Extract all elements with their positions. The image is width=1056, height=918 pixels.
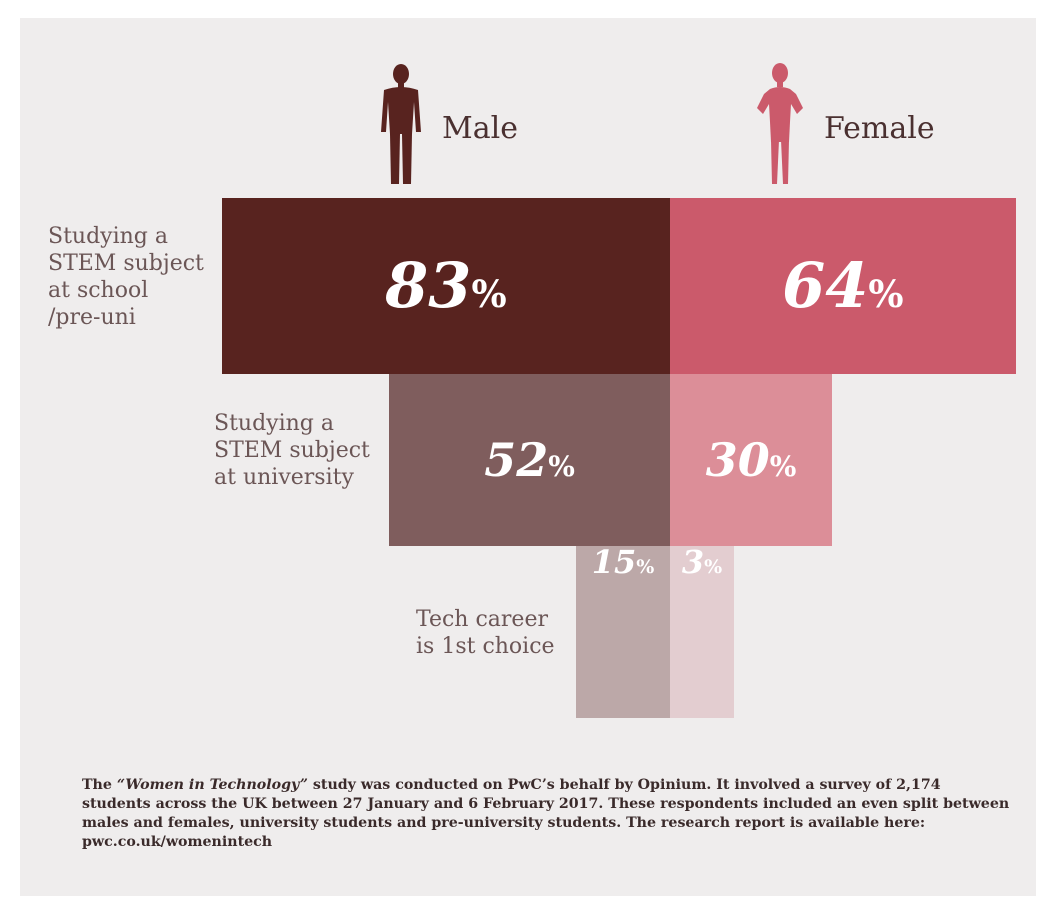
row-label-school: Studying a STEM subject at school/pre-uni (48, 223, 204, 331)
bar-female-tech-career (670, 546, 734, 718)
value-label-male-university: 52% (484, 433, 575, 487)
row-label-university: Studying a STEM subject at university (214, 410, 370, 491)
value-label-male-school: 83% (385, 249, 507, 322)
bar-male-school (221, 198, 670, 374)
infographic-panel: Male Female Studying a STEM subject at sch… (20, 18, 1036, 896)
male-label: Male (442, 111, 518, 146)
row-label-line: STEM subject (214, 438, 370, 463)
row-label-line: STEM subject (48, 251, 204, 276)
row-label-line: at school (48, 278, 149, 303)
row-label-line: at university (214, 465, 354, 490)
female-label: Female (824, 111, 935, 146)
bar-female-university (670, 374, 832, 546)
row-label-line: /pre-uni (48, 305, 136, 330)
row-label-line: is 1st choice (416, 634, 555, 659)
bar-male-tech-career (576, 546, 670, 718)
row-label-tech-career: Tech career is 1st choice (416, 606, 555, 660)
row-label-line: Studying a (48, 224, 168, 249)
woman-silhouette-icon (757, 63, 803, 184)
value-label-female-tech-career: 3% (681, 543, 723, 581)
man-silhouette-icon (381, 64, 421, 184)
value-label-female-university: 30% (705, 433, 797, 487)
row-label-line: Studying a (214, 411, 334, 436)
footnote: The “Women in Technology” study was cond… (82, 777, 1010, 850)
value-label-female-school: 64% (782, 249, 904, 322)
study-name: “Women in Technology” (116, 777, 308, 793)
row-label-line: Tech career (416, 607, 548, 632)
value-label-male-tech-career: 15% (591, 543, 655, 581)
bar-female-school (670, 198, 1016, 374)
bar-male-university (389, 374, 670, 546)
